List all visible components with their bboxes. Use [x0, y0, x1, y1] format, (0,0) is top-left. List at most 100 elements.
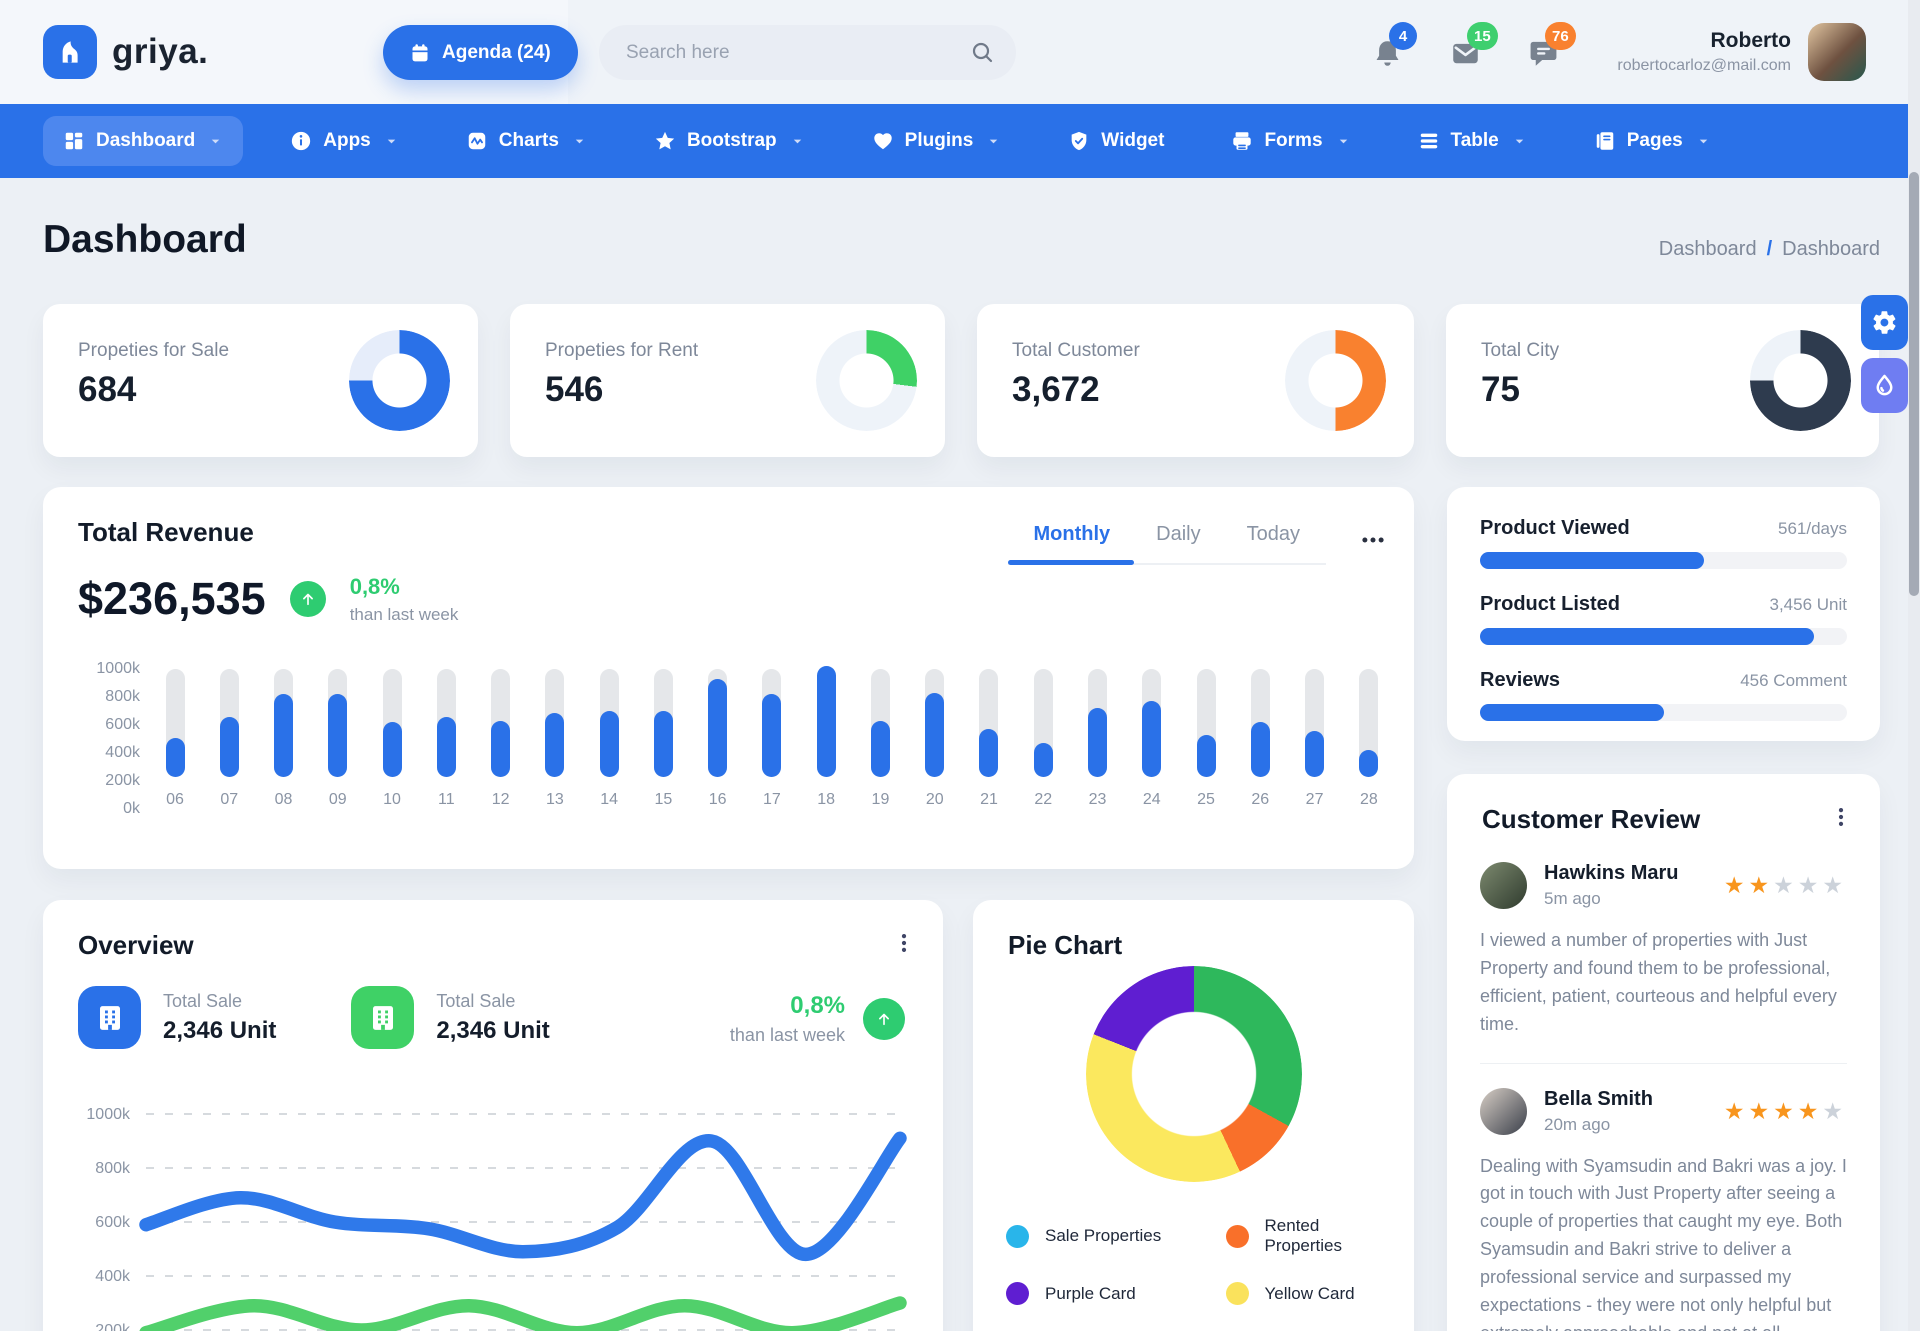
activity-icon	[466, 130, 488, 152]
bar: 06	[164, 669, 186, 809]
svg-text:200k: 200k	[95, 1322, 131, 1331]
revenue-delta: 0,8% than last week	[350, 574, 459, 625]
y-axis-label: 1000k	[96, 660, 140, 677]
bar-fill	[1305, 731, 1325, 777]
agenda-button[interactable]: Agenda (24)	[383, 25, 578, 80]
nav-item-table[interactable]: Table	[1398, 116, 1547, 166]
bar: 24	[1141, 669, 1163, 809]
x-axis-label: 11	[438, 791, 455, 808]
nav-item-charts[interactable]: Charts	[446, 116, 607, 166]
bar-fill	[653, 711, 673, 777]
legend-item: Yellow Card	[1225, 1282, 1398, 1305]
stat-card: Total Customer 3,672	[977, 304, 1414, 457]
mail-icon	[1450, 38, 1481, 69]
tab-today[interactable]: Today	[1246, 523, 1300, 545]
avatar[interactable]	[1808, 23, 1866, 81]
nav-item-apps[interactable]: Apps	[270, 116, 419, 166]
notification-icons: 4 15 76	[1372, 22, 1576, 70]
info-icon	[290, 130, 312, 152]
stat-label: Propeties for Sale	[78, 340, 230, 361]
bell-button[interactable]: 4	[1372, 22, 1417, 70]
bar-fill	[382, 722, 402, 777]
chevron-down-icon	[1512, 134, 1527, 149]
x-axis-label: 27	[1305, 791, 1324, 808]
review-list: Hawkins Maru 5m ago ★★★★★ I viewed a number…	[1480, 862, 1847, 1331]
review-text: I viewed a number of properties with Jus…	[1480, 930, 1837, 1034]
nav-label: Apps	[323, 130, 371, 151]
breadcrumb-item[interactable]: Dashboard	[1658, 238, 1757, 260]
nav-item-widget[interactable]: Widget	[1048, 116, 1184, 166]
more-options-icon[interactable]	[1360, 527, 1386, 553]
x-axis-label: 23	[1088, 791, 1107, 808]
nav-item-dashboard[interactable]: Dashboard	[43, 116, 244, 166]
bar-fill	[1033, 743, 1053, 777]
search-icon[interactable]	[970, 40, 994, 64]
search-input[interactable]	[599, 25, 1016, 80]
bar-fill	[274, 694, 294, 777]
arrow-up-icon	[299, 590, 317, 608]
x-axis-label: 18	[817, 791, 836, 808]
nav-item-forms[interactable]: Forms	[1211, 116, 1370, 166]
x-axis-label: 25	[1197, 791, 1215, 808]
nav-label: Pages	[1626, 130, 1683, 151]
building-icon	[95, 1003, 125, 1033]
x-axis-label: 26	[1251, 791, 1270, 808]
user-menu[interactable]: Roberto robertocarloz@mail.com	[1617, 23, 1866, 81]
stat-donut-chart	[816, 330, 917, 431]
logo[interactable]: griya.	[43, 25, 208, 79]
scrollbar-thumb[interactable]	[1909, 172, 1919, 596]
svg-text:1000k: 1000k	[86, 1106, 131, 1123]
y-axis-label: 0k	[123, 800, 140, 817]
legend-item: Rented Properties	[1225, 1216, 1398, 1256]
reviewer-name: Bella Smith	[1544, 1087, 1653, 1110]
y-axis-label: 600k	[105, 716, 140, 733]
tab-daily[interactable]: Daily	[1156, 523, 1201, 545]
bar-fill	[816, 666, 836, 777]
svg-text:400k: 400k	[95, 1268, 131, 1285]
x-axis-label: 14	[600, 791, 619, 808]
nav-item-bootstrap[interactable]: Bootstrap	[634, 116, 825, 166]
stat-value: 75	[1481, 370, 1520, 409]
kebab-menu-icon[interactable]	[893, 932, 915, 954]
pie-title: Pie Chart	[1008, 930, 1123, 960]
bar: 13	[544, 669, 566, 809]
bar-track	[436, 669, 456, 777]
settings-button[interactable]	[1861, 295, 1908, 350]
tab-monthly[interactable]: Monthly	[1007, 523, 1134, 565]
bar: 09	[327, 669, 349, 809]
chevron-down-icon	[384, 134, 399, 149]
bar-chart-bars: 06 07 08 09 10 11 12 13 14 15 16 17 18 19 20 21 22 23 24 25…	[164, 666, 1380, 809]
svg-text:800k: 800k	[95, 1160, 131, 1177]
stat-row-value: 3,456 Unit	[1769, 595, 1848, 614]
stat-row-label: Product Listed	[1480, 593, 1621, 615]
bar: 22	[1032, 669, 1054, 809]
kebab-menu-icon[interactable]	[1830, 806, 1852, 828]
delta-up-badge	[289, 581, 326, 617]
stat-card: Propeties for Sale 684	[43, 304, 478, 457]
star-rating: ★★★★★	[1723, 872, 1847, 898]
chat-button[interactable]: 76	[1528, 22, 1576, 70]
bar-fill	[545, 713, 565, 777]
bar: 10	[381, 669, 403, 809]
bar-fill	[979, 729, 999, 777]
bar-track	[870, 669, 890, 777]
chip-value: 2,346 Unit	[163, 1016, 277, 1044]
stat-value: 3,672	[1012, 370, 1100, 409]
reviews-title: Customer Review	[1482, 804, 1701, 834]
bar: 15	[652, 669, 674, 809]
stat-card: Total City 75	[1446, 304, 1879, 457]
star-icon	[654, 130, 676, 152]
divider	[1480, 1062, 1847, 1064]
nav-item-pages[interactable]: Pages	[1574, 116, 1731, 166]
mail-button[interactable]: 15	[1450, 22, 1498, 70]
bar-fill	[219, 717, 239, 777]
scrollbar[interactable]	[1908, 0, 1920, 1331]
x-axis-label: 12	[491, 791, 510, 808]
progress-bar	[1480, 704, 1847, 721]
bar: 17	[761, 669, 783, 809]
nav-item-plugins[interactable]: Plugins	[852, 116, 1022, 166]
chip-label: Total Sale	[436, 990, 516, 1011]
bar-fill	[599, 711, 619, 777]
theme-button[interactable]	[1861, 358, 1908, 413]
stat-row-label: Product Viewed	[1480, 517, 1630, 539]
